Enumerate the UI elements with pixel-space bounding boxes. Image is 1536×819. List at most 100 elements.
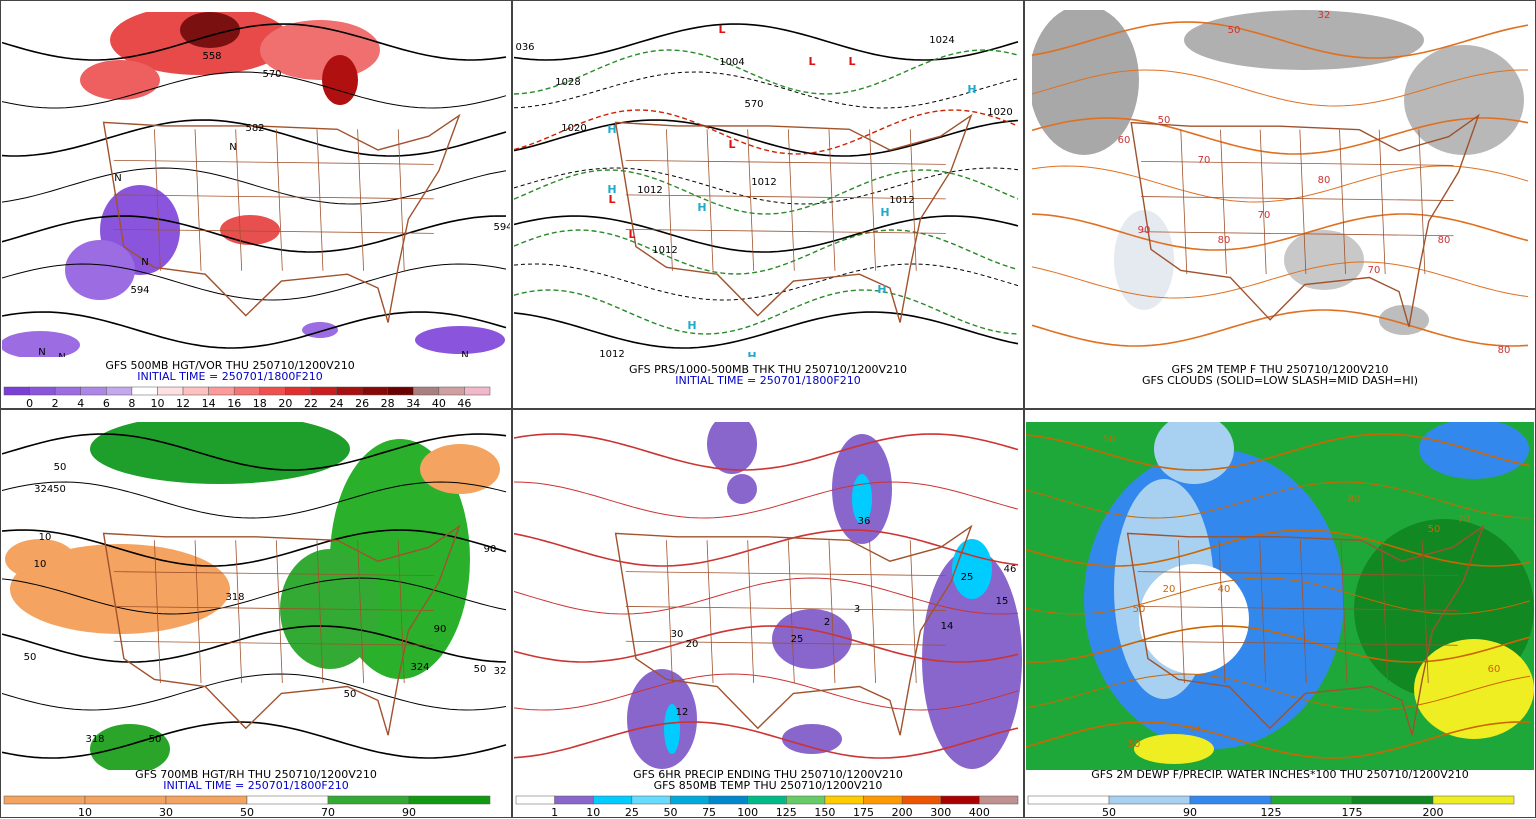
shaded-region (922, 549, 1022, 769)
shaded-region (220, 215, 280, 245)
colorbar-swatch (387, 386, 414, 396)
colorbar-swatch (131, 386, 158, 396)
contour-label: 50 (1228, 25, 1241, 36)
pressure-center: H (967, 83, 976, 96)
contour (1026, 481, 1531, 519)
pressure-center: L (628, 228, 635, 241)
state-line (625, 194, 946, 200)
state-line (869, 540, 876, 684)
state-line (1299, 540, 1307, 684)
state-line (235, 540, 243, 684)
state-line (625, 159, 946, 165)
colorbar-label: 46 (457, 397, 471, 410)
state-line (828, 129, 836, 271)
coastline (1126, 524, 1485, 736)
contour-label: 3 (854, 604, 860, 615)
pressure-center: H (747, 350, 756, 363)
contour-label: 90 (1138, 225, 1151, 236)
state-line (113, 640, 434, 646)
contour-label: 50 (474, 664, 487, 675)
contour (514, 71, 1019, 109)
state-line (1378, 129, 1386, 275)
contour-label: 1012 (751, 177, 776, 188)
thickness-contour (514, 169, 1019, 215)
contour-label: 50 (54, 462, 67, 473)
state-line (113, 606, 434, 611)
state-line (194, 540, 202, 684)
contour (514, 673, 1019, 711)
contour (1032, 117, 1528, 155)
pressure-center: L (718, 23, 725, 36)
state-line (1178, 540, 1185, 684)
contour (2, 263, 507, 301)
contour (514, 529, 1019, 567)
contour-label: 12 (676, 707, 689, 718)
colorbar-swatch (259, 386, 286, 396)
colorbar-swatch (464, 386, 491, 396)
contour-label: 10 (39, 532, 52, 543)
contour (1032, 165, 1528, 203)
shaded-region (1414, 639, 1534, 739)
colorbar-label: 175 (1342, 806, 1363, 819)
caption: GFS 850MB TEMP THU 250710/1200V210 (654, 779, 883, 792)
contour (514, 167, 1019, 205)
contour-label: 50 (1133, 604, 1146, 615)
pressure-center: L (808, 55, 815, 68)
panel: 50 70 80 90 70 80 70 60 50 80 80 32 GFS 2M TEMP F TH… (1024, 0, 1536, 409)
contour-label: 20 (1163, 584, 1176, 595)
state-line (357, 129, 364, 271)
contour (2, 23, 507, 61)
pressure-center: H (877, 283, 886, 296)
colorbar-swatch (3, 386, 30, 396)
colorbar-swatch (708, 795, 748, 805)
contour (1026, 721, 1531, 759)
contour (514, 481, 1019, 519)
colorbar-label: 8 (128, 397, 135, 410)
contour (1026, 529, 1531, 567)
contour-label: 36 (858, 516, 871, 527)
colorbar-label: 10 (586, 806, 600, 819)
contour-label: 32450 (34, 484, 66, 495)
colorbar-label: 10 (150, 397, 164, 410)
state-line (869, 129, 876, 271)
coastline (102, 113, 461, 323)
contour-label: 1028 (555, 77, 580, 88)
colorbar-swatch (182, 386, 209, 396)
colorbar-swatch (940, 795, 980, 805)
contour-label: 90 (484, 544, 497, 555)
shaded-region (627, 669, 697, 769)
state-line (666, 540, 673, 684)
contour-label: 570 (262, 69, 281, 80)
panel: 558 570 582 594 594 N N N N N N GFS 500MB HGT/VOR T… (0, 0, 512, 410)
colorbar-label: 300 (930, 806, 951, 819)
state-line (113, 228, 434, 234)
colorbar-label: 24 (330, 397, 344, 410)
shaded-region (90, 724, 170, 770)
colorbar-label: 10 (78, 806, 92, 819)
contour-label: 2 (824, 617, 830, 628)
pressure-center: L (608, 193, 615, 206)
state-line (1259, 540, 1267, 684)
contour-label: 90 (434, 624, 447, 635)
colorbar-label: 200 (892, 806, 913, 819)
colorbar-swatch (310, 386, 337, 396)
colorbar-label: 1 (551, 806, 558, 819)
colorbar-label: 26 (355, 397, 369, 410)
shaded-region (1032, 10, 1139, 155)
state-line (113, 194, 434, 200)
shaded-region (1134, 734, 1214, 764)
state-line (625, 640, 946, 646)
state-line (397, 129, 405, 271)
colorbar-swatch (670, 795, 710, 805)
colorbar-swatch (979, 795, 1019, 805)
state-line (1299, 129, 1307, 275)
colorbar-label: 125 (1261, 806, 1282, 819)
contour-label: 70 (1198, 155, 1211, 166)
state-line (1421, 540, 1429, 684)
contour-label: 40 (1188, 724, 1201, 735)
state-line (909, 129, 917, 271)
contour-label: 50 (1128, 739, 1141, 750)
caption: INITIAL TIME = 250701/1800F210 (163, 779, 348, 792)
contour-label: 594 (493, 222, 512, 233)
